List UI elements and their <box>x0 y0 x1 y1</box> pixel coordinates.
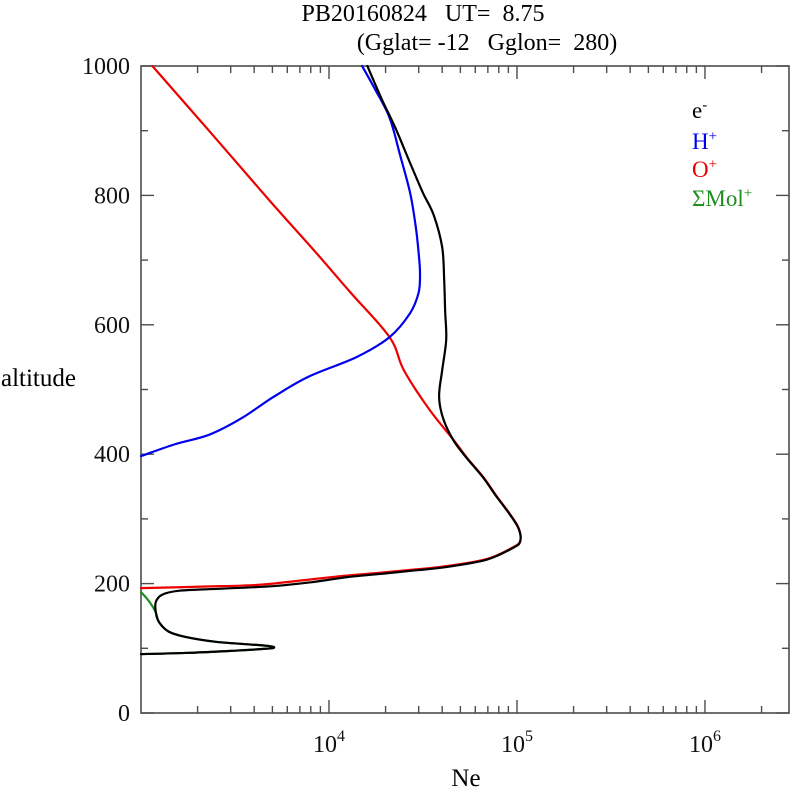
legend-item-label: O <box>692 157 709 182</box>
x-tick-label: 104 <box>313 728 345 758</box>
series-h-plus <box>139 64 422 458</box>
x-tick-label: 106 <box>689 728 721 758</box>
y-tick-label: 200 <box>94 572 130 598</box>
legend-item-electron: e- <box>692 98 707 124</box>
legend-item-label: H <box>692 129 709 154</box>
y-tick-label: 600 <box>94 313 130 339</box>
chart-subtitle: (Gglat= -12 Gglon= 280) <box>356 30 618 56</box>
y-tick-label: 800 <box>94 183 130 209</box>
y-tick-label: 400 <box>94 442 130 468</box>
legend: e- H+ O+ ΣMol+ <box>692 98 787 218</box>
y-tick-label: 0 <box>118 701 130 727</box>
x-tick-label: 105 <box>501 728 533 758</box>
legend-item-charge-sign: - <box>702 97 708 114</box>
legend-item-charge-sign: + <box>708 128 718 145</box>
x-axis-label: Ne <box>451 765 481 792</box>
legend-item-charge-sign: + <box>743 185 753 202</box>
series-o-plus <box>139 64 522 590</box>
legend-item-label: ΣMol <box>692 186 744 211</box>
series-electron-density <box>139 64 522 656</box>
legend-item-o-plus: O+ <box>692 157 717 183</box>
chart-title: PB20160824 UT= 8.75 <box>301 1 545 27</box>
y-axis-label: altitude <box>1 365 76 392</box>
legend-item-charge-sign: + <box>708 156 718 173</box>
legend-item-mol-plus: ΣMol+ <box>692 186 752 212</box>
legend-item-h-plus: H+ <box>692 129 717 155</box>
legend-item-label: e <box>692 98 703 123</box>
y-tick-label: 1000 <box>82 54 130 80</box>
